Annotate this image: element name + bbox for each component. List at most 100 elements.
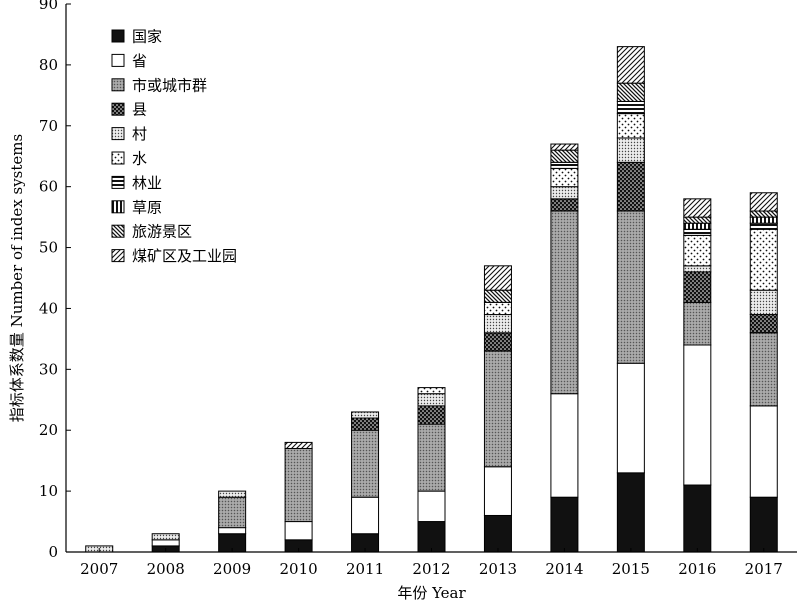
- x-tick-label-2008: 2008: [147, 560, 185, 578]
- legend-swatch-8: [111, 200, 125, 214]
- bar-segment-2016-2: [683, 344, 712, 486]
- y-tick-label-70: 70: [39, 117, 58, 135]
- bar-segment-2017-5: [749, 289, 778, 316]
- x-axis-title: 年份 Year: [397, 584, 466, 602]
- bar-segment-2016-4: [683, 271, 712, 303]
- bar-segment-2013-3: [483, 350, 512, 468]
- bar-segment-2016-9: [683, 216, 712, 224]
- bar-segment-2009-3: [218, 496, 247, 529]
- bar-segment-2014-1: [550, 496, 579, 553]
- bar-segment-2012-2: [417, 490, 446, 523]
- bar-segment-2015-2: [616, 362, 645, 474]
- bar-segment-2013-9: [483, 289, 512, 303]
- y-tick-label-0: 0: [48, 543, 58, 561]
- bar-segment-2016-8: [683, 222, 712, 230]
- x-tick-label-2012: 2012: [412, 560, 450, 578]
- bar-segment-2015-6: [616, 113, 645, 139]
- bar-segment-2011-3: [351, 429, 380, 498]
- y-tick-label-80: 80: [39, 56, 58, 74]
- bar-segment-2017-10: [749, 192, 778, 212]
- bar-segment-2014-9: [550, 149, 579, 163]
- bar-segment-2016-3: [683, 301, 712, 346]
- bar-segment-2013-2: [483, 466, 512, 516]
- bar-segment-2016-1: [683, 484, 712, 553]
- y-tick-label-10: 10: [39, 482, 58, 500]
- bar-segment-2014-2: [550, 393, 579, 498]
- y-tick-label-40: 40: [39, 299, 58, 317]
- bar-segment-2014-3: [550, 210, 579, 395]
- bar-segment-2014-4: [550, 198, 579, 212]
- legend-swatch-3: [111, 78, 125, 92]
- x-tick-label-2016: 2016: [678, 560, 716, 578]
- bar-segment-2015-3: [616, 210, 645, 364]
- legend-label-7: 林业: [132, 174, 162, 192]
- bar-segment-2014-6: [550, 167, 579, 188]
- bar-segment-2013-6: [483, 301, 512, 316]
- legend-label-4: 县: [132, 101, 147, 119]
- bar-segment-2011-4: [351, 417, 380, 431]
- x-tick-label-2011: 2011: [346, 560, 384, 578]
- bar-segment-2008-2: [151, 539, 180, 547]
- bar-segment-2015-4: [616, 161, 645, 212]
- bar-segment-2013-1: [483, 514, 512, 553]
- bar-segment-2017-7: [749, 222, 778, 230]
- bar-segment-2014-10: [550, 143, 579, 151]
- x-tick-label-2017: 2017: [745, 560, 783, 578]
- bar-segment-2016-10: [683, 198, 712, 218]
- x-tick-label-2007: 2007: [80, 560, 118, 578]
- x-tick-label-2015: 2015: [612, 560, 650, 578]
- bar-segment-2010-3: [284, 447, 313, 523]
- bar-segment-2017-4: [749, 314, 778, 334]
- bar-segment-2008-5: [151, 533, 180, 541]
- bar-segment-2017-8: [749, 216, 778, 224]
- bar-segment-2016-6: [683, 234, 712, 267]
- legend-label-1: 国家: [132, 28, 162, 46]
- y-axis-title: 指标体系数量 Number of index systems: [8, 134, 26, 422]
- bar-segment-2009-5: [218, 490, 247, 498]
- bar-segment-2017-6: [749, 228, 778, 291]
- bar-segment-2010-10: [284, 441, 313, 449]
- y-tick-label-20: 20: [39, 421, 58, 439]
- bar-segment-2016-7: [683, 228, 712, 236]
- legend-swatch-4: [111, 102, 125, 116]
- bar-segment-2015-1: [616, 472, 645, 553]
- bar-segment-2015-7: [616, 100, 645, 115]
- legend-label-2: 省: [132, 52, 147, 70]
- legend-swatch-6: [111, 151, 125, 165]
- legend-label-9: 旅游景区: [132, 223, 192, 241]
- legend-swatch-10: [111, 249, 125, 263]
- bar-segment-2016-5: [683, 265, 712, 273]
- legend-swatch-1: [111, 29, 125, 43]
- legend-label-5: 村: [132, 125, 147, 143]
- bar-segment-2009-2: [218, 527, 247, 535]
- legend-label-3: 市或城市群: [132, 76, 207, 94]
- y-tick-label-30: 30: [39, 360, 58, 378]
- bar-segment-2013-10: [483, 265, 512, 291]
- bar-segment-2012-5: [417, 393, 446, 407]
- x-tick-label-2014: 2014: [545, 560, 583, 578]
- y-tick-label-50: 50: [39, 239, 58, 257]
- bar-segment-2012-3: [417, 423, 446, 492]
- bar-segment-2017-2: [749, 405, 778, 498]
- legend-swatch-7: [111, 175, 125, 189]
- bar-segment-2014-7: [550, 161, 579, 169]
- bar-segment-2017-9: [749, 210, 778, 218]
- legend-label-8: 草原: [132, 198, 162, 216]
- x-tick-label-2013: 2013: [479, 560, 517, 578]
- bar-segment-2017-1: [749, 496, 778, 553]
- x-tick-label-2009: 2009: [213, 560, 251, 578]
- legend-swatch-2: [111, 53, 125, 67]
- bar-segment-2015-9: [616, 82, 645, 102]
- legend-swatch-9: [111, 224, 125, 238]
- x-tick-label-2010: 2010: [279, 560, 317, 578]
- y-tick-label-60: 60: [39, 178, 58, 196]
- bar-segment-2015-5: [616, 137, 645, 163]
- bar-segment-2011-2: [351, 496, 380, 535]
- bar-segment-2012-6: [417, 387, 446, 395]
- bar-segment-2013-5: [483, 314, 512, 334]
- legend-label-10: 煤矿区及工业园: [132, 247, 237, 265]
- bar-segment-2010-2: [284, 521, 313, 541]
- bar-segment-2012-4: [417, 405, 446, 425]
